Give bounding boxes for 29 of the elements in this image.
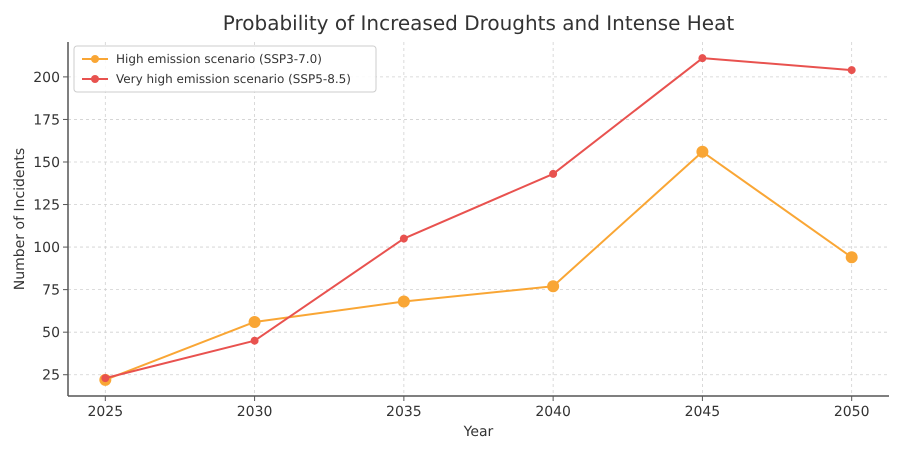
chart-title: Probability of Increased Droughts and Intense Heat (222, 11, 734, 35)
x-tick-label: 2025 (88, 404, 124, 420)
y-axis-title: Number of Incidents (12, 148, 28, 290)
x-tick-label: 2040 (535, 404, 571, 420)
y-tick-label: 75 (42, 282, 60, 299)
legend-label: High emission scenario (SSP3-7.0) (116, 52, 322, 66)
point (848, 66, 856, 74)
legend-label: Very high emission scenario (SSP5-8.5) (116, 72, 351, 86)
x-tick-label: 2030 (236, 404, 272, 420)
point (248, 316, 261, 328)
point (846, 251, 858, 264)
y-tick-label: 50 (42, 325, 60, 342)
x-axis-title: Year (462, 424, 494, 440)
point (547, 280, 560, 292)
y-tick-label: 200 (33, 70, 60, 86)
point (398, 296, 410, 308)
y-tick-label: 125 (33, 197, 60, 214)
x-tick-label: 2045 (684, 404, 720, 420)
point (400, 234, 408, 243)
y-tick-label: 150 (33, 154, 60, 171)
y-tick-label: 25 (42, 368, 60, 384)
point (698, 54, 706, 62)
point (549, 170, 558, 178)
x-tick-label: 2035 (386, 404, 422, 420)
point (250, 336, 259, 345)
x-tick-label: 2050 (834, 404, 870, 420)
point (696, 146, 708, 158)
y-tick-label: 100 (33, 240, 60, 256)
y-tick-label: 175 (33, 112, 60, 128)
